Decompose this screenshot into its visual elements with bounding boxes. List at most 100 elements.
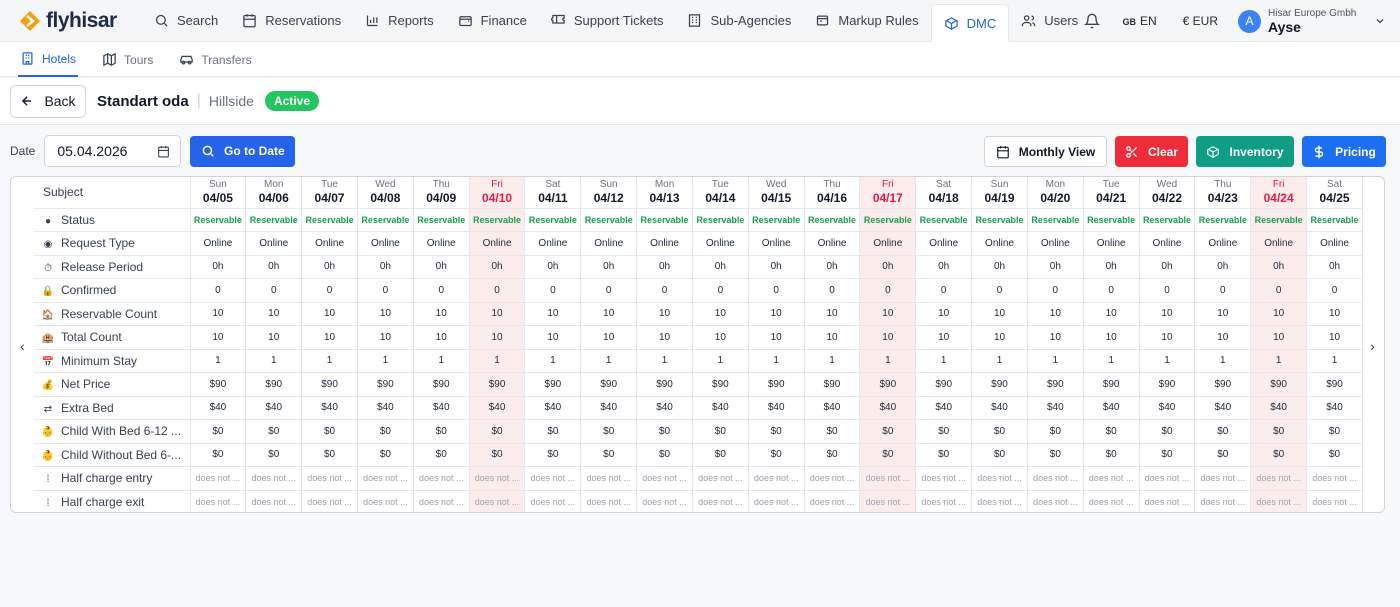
grid-cell[interactable]: 0 [357,278,414,303]
grid-cell[interactable]: does not ... [804,466,861,491]
nav-item-reports[interactable]: Reports [353,3,446,39]
bell-icon[interactable] [1084,13,1101,29]
grid-cell[interactable]: 0h [245,255,303,279]
grid-cell[interactable]: 10 [915,302,973,326]
grid-cell[interactable]: 10 [524,302,582,326]
grid-cell[interactable]: 10 [190,302,247,326]
grid-cell[interactable]: $0 [469,419,526,444]
grid-cell[interactable]: 0 [1139,278,1196,303]
grid-cell[interactable]: 10 [915,325,973,350]
grid-cell[interactable]: $40 [1250,396,1308,420]
grid-cell[interactable]: $90 [915,372,973,397]
grid-cell[interactable]: 10 [859,325,917,350]
grid-cell[interactable]: Online [748,231,805,256]
grid-cell[interactable]: $0 [915,419,973,444]
grid-cell[interactable]: 0 [859,278,917,303]
grid-cell[interactable]: 0h [859,255,917,279]
grid-cell[interactable]: Online [636,231,693,256]
grid-cell[interactable]: $90 [1250,372,1308,397]
grid-cell[interactable]: $0 [245,419,303,444]
grid-cell[interactable]: does not ... [971,466,1028,491]
grid-cell[interactable]: 10 [1083,325,1140,350]
grid-cell[interactable]: Online [1083,231,1140,256]
grid-cell[interactable]: Reservable [524,208,582,232]
grid-cell[interactable]: does not ... [636,490,693,512]
grid-cell[interactable]: does not ... [636,466,693,491]
grid-cell[interactable]: $0 [1194,443,1252,467]
grid-cell[interactable]: does not ... [1139,490,1196,512]
grid-cell[interactable]: Online [301,231,358,256]
grid-cell[interactable]: $90 [636,372,693,397]
grid-cell[interactable]: Online [1027,231,1084,256]
grid-cell[interactable]: Online [1306,231,1363,256]
grid-cell[interactable]: Reservable [580,208,638,232]
grid-cell[interactable]: $90 [301,372,358,397]
grid-cell[interactable]: 10 [301,302,358,326]
nav-item-reservations[interactable]: Reservations [230,3,353,39]
grid-cell[interactable]: 1 [1027,349,1084,373]
grid-cell[interactable]: $0 [1139,443,1196,467]
grid-cell[interactable]: 10 [1250,325,1308,350]
grid-cell[interactable]: Reservable [636,208,693,232]
grid-cell[interactable]: 10 [804,325,861,350]
grid-cell[interactable]: Reservable [301,208,358,232]
grid-cell[interactable]: 10 [413,325,470,350]
grid-cell[interactable]: does not ... [469,466,526,491]
grid-cell[interactable]: Online [580,231,638,256]
grid-cell[interactable]: $90 [524,372,582,397]
grid-cell[interactable]: does not ... [1139,466,1196,491]
grid-cell[interactable]: $0 [245,443,303,467]
grid-cell[interactable]: Online [804,231,861,256]
grid-cell[interactable]: $90 [1083,372,1140,397]
grid-cell[interactable]: $40 [804,396,861,420]
grid-cell[interactable]: 0 [301,278,358,303]
grid-cell[interactable]: Reservable [915,208,973,232]
grid-cell[interactable]: does not ... [804,490,861,512]
grid-cell[interactable]: 10 [1139,302,1196,326]
grid-cell[interactable]: $40 [245,396,303,420]
grid-cell[interactable]: $40 [301,396,358,420]
grid-cell[interactable]: does not ... [971,490,1028,512]
grid-cell[interactable]: 1 [413,349,470,373]
grid-cell[interactable]: 0h [692,255,749,279]
grid-cell[interactable]: $90 [580,372,638,397]
grid-cell[interactable]: 10 [357,302,414,326]
grid-cell[interactable]: does not ... [748,490,805,512]
grid-cell[interactable]: 10 [1306,302,1363,326]
grid-cell[interactable]: 1 [469,349,526,373]
grid-cell[interactable]: does not ... [245,490,303,512]
grid-cell[interactable]: 0h [580,255,638,279]
grid-cell[interactable]: 0h [1083,255,1140,279]
grid-cell[interactable]: $0 [692,443,749,467]
grid-cell[interactable]: $90 [190,372,247,397]
grid-cell[interactable]: 0 [692,278,749,303]
grid-cell[interactable]: Online [692,231,749,256]
grid-cell[interactable]: $0 [1139,419,1196,444]
grid-cell[interactable]: does not ... [1083,466,1140,491]
grid-cell[interactable]: $40 [580,396,638,420]
grid-cell[interactable]: $0 [580,419,638,444]
grid-cell[interactable]: does not ... [748,466,805,491]
grid-cell[interactable]: does not ... [469,490,526,512]
grid-cell[interactable]: 1 [971,349,1028,373]
grid-cell[interactable]: 0 [1083,278,1140,303]
pricing-button[interactable]: Pricing [1302,136,1386,167]
grid-cell[interactable]: Reservable [804,208,861,232]
nav-item-dmc[interactable]: DMC [930,3,1010,42]
grid-cell[interactable]: does not ... [245,466,303,491]
nav-item-search[interactable]: Search [142,3,230,39]
grid-cell[interactable]: $0 [748,419,805,444]
grid-cell[interactable]: Online [915,231,973,256]
grid-cell[interactable]: 10 [1250,302,1308,326]
date-input[interactable]: 05.04.2026 [44,135,182,167]
grid-cell[interactable]: 0h [804,255,861,279]
grid-cell[interactable]: $0 [1027,419,1084,444]
grid-cell[interactable]: does not ... [1306,466,1363,491]
nav-item-sub-agencies[interactable]: Sub-Agencies [675,3,803,39]
grid-cell[interactable]: $0 [1306,419,1363,444]
grid-cell[interactable]: $90 [357,372,414,397]
grid-cell[interactable]: $0 [301,419,358,444]
grid-cell[interactable]: 1 [357,349,414,373]
grid-cell[interactable]: Reservable [1027,208,1084,232]
grid-cell[interactable]: does not ... [1250,466,1308,491]
